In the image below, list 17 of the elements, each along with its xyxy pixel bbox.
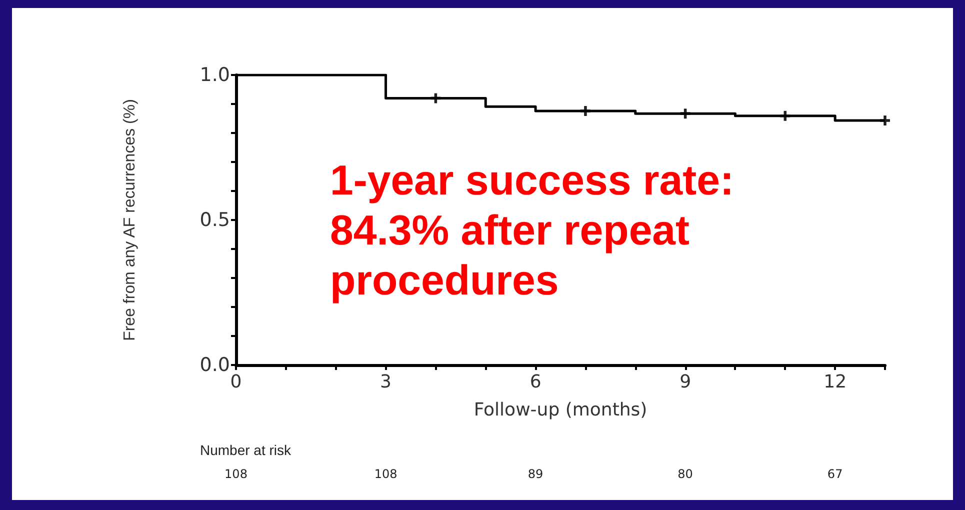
text: 108	[224, 467, 248, 481]
text: Number at risk	[200, 442, 292, 458]
annotation: 1-year success rate: 84.3% after repeat procedures	[330, 156, 734, 304]
text: 108	[374, 467, 398, 481]
y-tick-label: 0.0	[200, 354, 230, 376]
x-tick-label: 9	[680, 372, 692, 392]
x-tick-label: 12	[824, 372, 847, 392]
x-tick-label: 0	[230, 372, 242, 392]
x-tick-label: 3	[380, 372, 392, 392]
text: 89	[528, 467, 544, 481]
x-tick-label: 6	[530, 372, 542, 392]
x-axis-title: Follow-up (months)	[474, 400, 648, 420]
text: 80	[678, 467, 693, 481]
text: 67	[827, 467, 843, 481]
y-axis-title: Free from any AF recurrences (%)	[122, 99, 138, 341]
y-tick-label: 1.0	[200, 64, 230, 86]
y-tick-label: 0.5	[200, 209, 230, 231]
